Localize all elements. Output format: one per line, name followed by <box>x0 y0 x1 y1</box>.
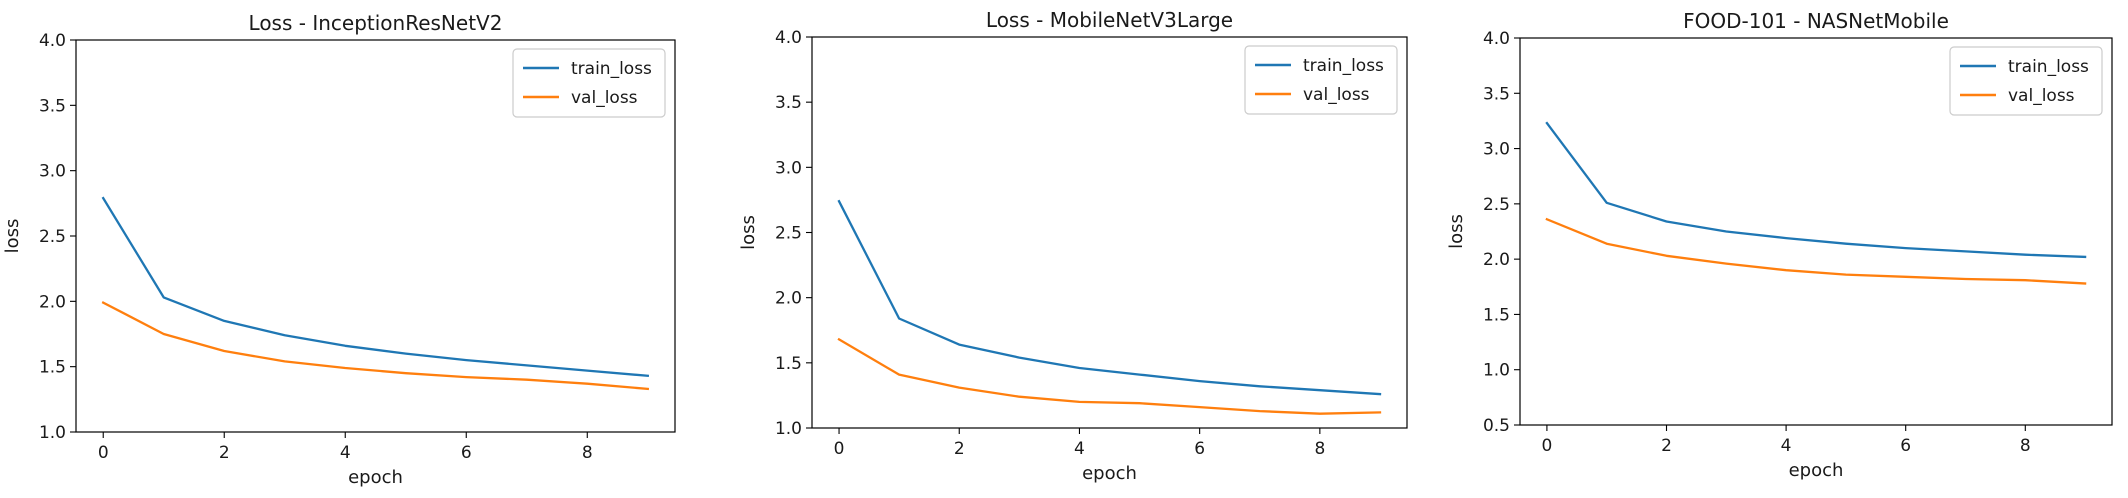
legend-label: val_loss <box>1303 85 1370 105</box>
y-tick-label: 3.0 <box>775 158 802 178</box>
series-line-val_loss <box>837 337 1382 415</box>
plot-frame <box>1519 37 2113 426</box>
legend-label: val_loss <box>2008 86 2075 106</box>
y-tick-label: 1.5 <box>39 358 66 378</box>
y-tick-label: 2.5 <box>775 224 802 244</box>
x-tick-label: 4 <box>1781 436 1792 456</box>
legend: train_loss val_loss <box>512 48 666 118</box>
y-tick-label: 3.5 <box>39 96 66 116</box>
x-axis-label: epoch <box>348 467 403 488</box>
chart-title: FOOD-101 - NASNetMobile <box>1683 9 1949 33</box>
y-tick-label: 2.0 <box>39 292 66 312</box>
y-tick-label: 1.0 <box>39 423 66 443</box>
x-axis-label: epoch <box>1082 463 1137 484</box>
chart-panel: FOOD-101 - NASNetMobile 0 2 4 6 8 0.5 1.0 1.5 2.0… <box>1446 9 2113 481</box>
x-tick-label: 8 <box>1314 439 1325 459</box>
x-tick-label: 8 <box>2020 436 2031 456</box>
x-tick-label: 2 <box>1661 436 1672 456</box>
x-tick-label: 2 <box>954 439 965 459</box>
y-axis-label: loss <box>1446 214 1467 249</box>
chart-title: Loss - MobileNetV3Large <box>986 8 1233 32</box>
x-tick-label: 6 <box>461 443 472 463</box>
legend-label: train_loss <box>2008 57 2089 77</box>
y-axis-label: loss <box>2 219 23 254</box>
x-axis-label: epoch <box>1789 460 1844 481</box>
legend-frame <box>1949 46 2103 116</box>
y-tick-label: 2.5 <box>39 227 66 247</box>
x-tick-label: 0 <box>98 443 109 463</box>
series-line-train_loss <box>837 199 1382 396</box>
legend: train_loss val_loss <box>1244 45 1398 115</box>
x-tick-label: 4 <box>340 443 351 463</box>
legend-label: val_loss <box>571 88 638 108</box>
y-tick-label: 2.0 <box>775 289 802 309</box>
y-tick-label: 4.0 <box>39 31 66 51</box>
legend-label: train_loss <box>1303 56 1384 76</box>
x-tick-label: 2 <box>219 443 230 463</box>
x-tick-label: 0 <box>1541 436 1552 456</box>
y-tick-label: 2.0 <box>1483 250 1510 270</box>
x-tick-label: 0 <box>834 439 845 459</box>
y-tick-label: 0.5 <box>1483 416 1510 436</box>
y-tick-label: 3.5 <box>775 93 802 113</box>
x-tick-label: 6 <box>1194 439 1205 459</box>
y-tick-label: 3.0 <box>1483 140 1510 160</box>
series-line-val_loss <box>101 301 650 391</box>
x-tick-label: 8 <box>582 443 593 463</box>
y-tick-label: 4.0 <box>1483 29 1510 49</box>
y-tick-label: 1.5 <box>1483 305 1510 325</box>
legend-label: train_loss <box>571 59 652 79</box>
series-line-train_loss <box>101 196 650 378</box>
y-tick-label: 3.5 <box>1483 84 1510 104</box>
chart-panel: Loss - InceptionResNetV2 0 2 4 6 8 1.0 1.5 2.0 2.… <box>2 11 676 488</box>
y-tick-label: 1.0 <box>1483 361 1510 381</box>
legend-frame <box>512 48 666 118</box>
y-tick-label: 4.0 <box>775 28 802 48</box>
series-line-val_loss <box>1545 217 2087 285</box>
y-tick-label: 3.0 <box>39 162 66 182</box>
y-tick-label: 1.5 <box>775 354 802 374</box>
chart-title: Loss - InceptionResNetV2 <box>249 11 503 35</box>
x-tick-label: 6 <box>1900 436 1911 456</box>
y-axis-label: loss <box>738 215 759 250</box>
legend: train_loss val_loss <box>1949 46 2103 116</box>
legend-frame <box>1244 45 1398 115</box>
y-tick-label: 1.0 <box>775 419 802 439</box>
y-tick-label: 2.5 <box>1483 195 1510 215</box>
x-tick-label: 4 <box>1074 439 1085 459</box>
chart-panel: Loss - MobileNetV3Large 0 2 4 6 8 1.0 1.5 2.0 2.5… <box>738 8 1408 484</box>
series-line-train_loss <box>1545 121 2087 259</box>
